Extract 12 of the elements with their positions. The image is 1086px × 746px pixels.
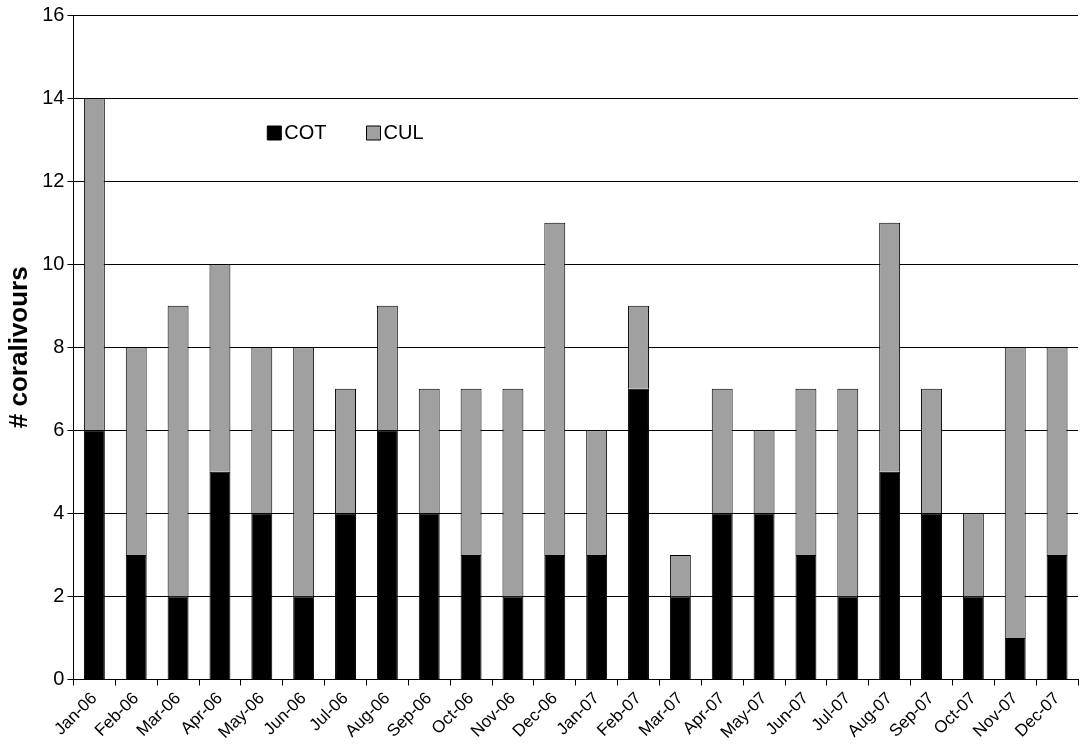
y-tick-label: 14 (42, 85, 65, 108)
legend-label: CUL (383, 120, 424, 143)
y-tick-label: 2 (53, 583, 65, 606)
y-tick-label: 6 (53, 417, 65, 440)
y-tick-label: 16 (42, 2, 65, 25)
y-tick-label: 0 (53, 667, 65, 690)
y-tick-label: 12 (42, 168, 65, 191)
y-tick-label: 4 (53, 500, 65, 523)
legend-label: COT (284, 120, 327, 143)
y-tick-label: 10 (42, 251, 65, 274)
y-axis-title: # coralivours (2, 266, 33, 429)
y-tick-label: 8 (53, 334, 65, 357)
